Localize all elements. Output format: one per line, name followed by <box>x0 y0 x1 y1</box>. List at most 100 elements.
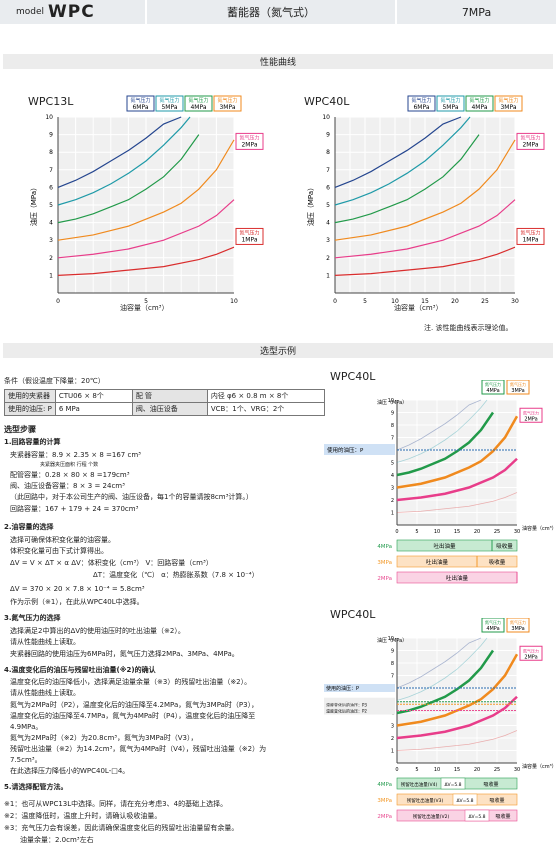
legend-head: 氮气压力 <box>520 229 540 236</box>
series-line-2MPa <box>57 199 235 259</box>
legend-head: 氮气压力 <box>159 97 179 104</box>
bar-delta-box <box>452 793 478 806</box>
series-line-5MPa <box>57 116 191 206</box>
bar-segment-label: 吐出油量 <box>433 542 456 550</box>
bar-segment-label: 吸收量 <box>489 558 506 566</box>
legend-label: 2MPa <box>524 654 537 660</box>
chart1-title: WPC13L <box>28 95 74 108</box>
legend-label: 4MPa <box>486 388 499 394</box>
bar-segment-label: 吸收量 <box>496 542 513 550</box>
y-axis-label: 油压（MPa） <box>306 184 315 226</box>
legend-box <box>516 132 545 150</box>
legend-label: 4MPa <box>486 626 499 632</box>
series-line-3MPa <box>334 139 516 241</box>
use-pressure-label: 使用的油压：P <box>327 446 364 454</box>
bar-segment-label: 残留吐出油量(V3) <box>407 797 444 804</box>
legend-box <box>465 95 494 112</box>
series-line-6MPa <box>334 116 462 188</box>
legend-box <box>235 132 264 150</box>
step5-title: 5.请选择配管方法。 <box>4 783 68 791</box>
step1-line: 夹紧器夹压面积 行程 个数 <box>40 462 99 468</box>
legend-box <box>519 645 543 661</box>
series-line-3MPa <box>396 415 519 489</box>
x-axis-label: 油容量（cm³） <box>522 763 556 770</box>
legend-label: 4MPa <box>190 104 206 111</box>
x-tick-label: 30 <box>511 298 519 305</box>
y-tick-label: 4 <box>391 473 394 479</box>
step2-line: ΔT：温度变化（℃） α：热膨胀系数（7.8 × 10⁻⁴） <box>93 571 259 579</box>
chart1-xlabel: 油容量（cm³） <box>120 304 169 312</box>
example2-title: WPC40L <box>330 608 376 621</box>
y-tick-label: 2 <box>391 736 394 742</box>
y-tick-label: 9 <box>391 411 394 417</box>
legend-box <box>506 618 530 633</box>
x-tick-label: 10 <box>434 767 440 773</box>
series-line-6MPa <box>396 399 482 451</box>
table-row: 使用的油压: P 6 MPa 阀、油压设备 VCB：1个、VRG：2个 <box>4 402 325 416</box>
footnote: ※1：也可从WPC13L中选择。同样，请在充分考虑3、4的基础上选择。 <box>4 800 228 808</box>
bar-segment-label: 吐出油量 <box>446 574 469 582</box>
table-cell: 使用的油压: P <box>4 402 56 416</box>
series-line-2MPa <box>396 457 518 502</box>
bar-segment-label: 吸收量 <box>495 813 510 820</box>
chart2-xlabel: 油容量（cm³） <box>394 304 443 312</box>
y-tick-label: 5 <box>391 461 394 467</box>
x-tick-label: 10 <box>434 529 440 535</box>
legend-head: 氮气压力 <box>520 134 540 141</box>
bar-segment-label: ΔV=5.8 <box>456 798 473 804</box>
table-cell: 阀、油压设备 <box>131 402 208 416</box>
legend-label: 6MPa <box>413 104 429 111</box>
step4-line: 残留吐出油量（※2）为14.2cm³，氮气为4MPa时（V4），残留吐出油量（※… <box>10 745 267 753</box>
x-tick-label: 0 <box>395 529 398 535</box>
y-tick-label: 5 <box>49 202 53 209</box>
y-tick-label: 8 <box>49 149 53 156</box>
legend-head: 氮气压力 <box>510 619 526 625</box>
x-tick-label: 5 <box>144 298 148 305</box>
step4-title: 4.温度变化后的油压与残留吐出油量(※2)的确认 <box>4 666 156 674</box>
legend-head: 氮气压力 <box>239 229 259 236</box>
step3-line: 选择满足2中算出的ΔV的使用油压时的吐出油量（※2）。 <box>10 627 185 635</box>
y-tick-label: 1 <box>326 272 330 279</box>
y-axis-label: 油压（MPa） <box>377 637 407 644</box>
bar-pressure-label: 3MPa <box>377 798 392 804</box>
legend-box <box>519 407 543 423</box>
legend-head: 氮气压力 <box>217 97 237 104</box>
legend-head: 氮气压力 <box>130 97 150 104</box>
y-tick-label: 9 <box>49 132 53 139</box>
bar-background <box>396 809 518 822</box>
series-line-2MPa <box>396 695 518 740</box>
step2-line: 体积变化量可由下式计算得出。 <box>10 547 108 555</box>
x-axis-label: 油容量（cm³） <box>522 525 556 532</box>
y-tick-label: 3 <box>391 486 394 492</box>
y-tick-label: 10 <box>388 636 394 642</box>
step1-line: 阀、油压设备容量：8 × 3 = 24cm³ <box>10 482 125 490</box>
use-pressure-tag <box>324 444 395 455</box>
x-tick-label: 25 <box>494 529 500 535</box>
example1-title: WPC40L <box>330 370 376 383</box>
step3-line: 请从性能曲线上读取。 <box>10 638 80 646</box>
bar-background <box>396 539 518 552</box>
x-tick-label: 10 <box>391 298 399 305</box>
y-tick-label: 9 <box>391 649 394 655</box>
series-line-1MPa <box>334 246 516 276</box>
step4-line: 请从性能曲线上读取。 <box>10 689 80 697</box>
section-example: 选型示例 <box>3 343 553 358</box>
series-line-2MPa <box>334 199 516 259</box>
category-cell: 蓄能器（氮气式） <box>147 0 395 24</box>
x-tick-label: 20 <box>474 767 480 773</box>
legend-label: 6MPa <box>132 104 148 111</box>
legend-label: 3MPa <box>511 388 524 394</box>
x-tick-label: 15 <box>421 298 429 305</box>
bar-segment-label: 残留吐出油量(V4) <box>401 781 438 788</box>
step1-title: 1.回路容量的计算 <box>4 438 61 446</box>
step2-line: ΔV = V × ΔT × α ΔV：体积变化（cm³） V：回路容量（cm³） <box>10 559 213 567</box>
table-cell: 内径 φ6 × 0.8 m × 8个 <box>206 389 325 403</box>
x-tick-label: 5 <box>363 298 367 305</box>
table-cell: CTU06 × 8个 <box>54 389 133 403</box>
bar-delta-box <box>464 809 490 822</box>
legend-box <box>481 380 505 395</box>
step4-line: 4.9MPa。 <box>10 723 43 731</box>
legend-head: 氮气压力 <box>188 97 208 104</box>
legend-head: 氮气压力 <box>411 97 431 104</box>
conditions-title: 条件（假设温度下降量：20℃） <box>4 377 105 385</box>
